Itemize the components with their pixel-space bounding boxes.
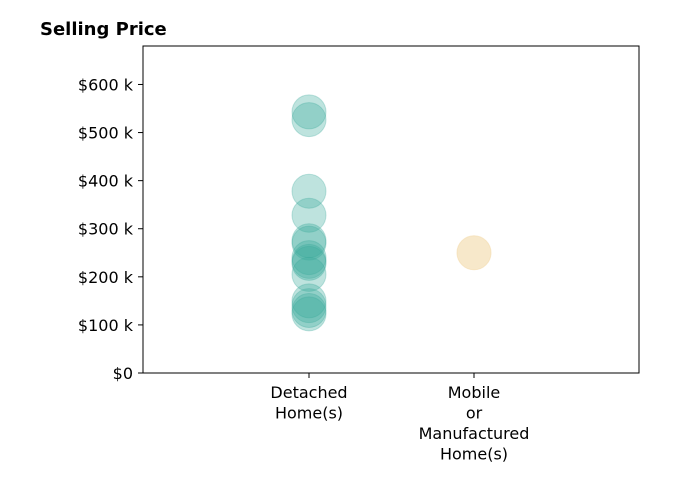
data-point bbox=[291, 173, 327, 209]
data-point bbox=[291, 296, 327, 332]
x-tick-label-line: Detached bbox=[270, 383, 347, 402]
data-point bbox=[456, 235, 492, 271]
data-point bbox=[291, 283, 327, 319]
x-tick-label: Detached Home(s) bbox=[270, 383, 347, 423]
data-point bbox=[291, 292, 327, 328]
data-point bbox=[291, 240, 327, 276]
chart-title: Selling Price bbox=[40, 19, 167, 40]
y-tick-label: $600 k bbox=[78, 75, 134, 94]
x-tick-label-line: or bbox=[466, 404, 483, 423]
y-tick-label: $100 k bbox=[78, 316, 134, 335]
data-point bbox=[291, 225, 327, 261]
x-tick-label-line: Home(s) bbox=[440, 445, 508, 464]
data-points bbox=[291, 94, 492, 332]
y-tick-label: $0 bbox=[113, 364, 133, 383]
x-tick-label-line: Mobile bbox=[448, 383, 500, 402]
data-point bbox=[291, 94, 327, 130]
y-tick-label: $200 k bbox=[78, 268, 134, 287]
x-tick-label-line: Home(s) bbox=[275, 404, 343, 423]
y-tick-label: $300 k bbox=[78, 220, 134, 239]
data-point bbox=[291, 223, 327, 259]
y-tick-label: $500 k bbox=[78, 124, 134, 143]
data-point bbox=[291, 288, 327, 324]
y-tick-label: $400 k bbox=[78, 172, 134, 191]
data-point bbox=[291, 256, 327, 292]
y-axis: $0 $100 k $200 k $300 k $400 k $500 k $600 k bbox=[78, 75, 143, 383]
data-point bbox=[291, 197, 327, 233]
data-point bbox=[291, 243, 327, 279]
data-point bbox=[291, 245, 327, 281]
x-tick-label-line: Manufactured bbox=[419, 424, 530, 443]
data-point bbox=[291, 102, 327, 138]
plot-area-frame bbox=[142, 45, 640, 374]
